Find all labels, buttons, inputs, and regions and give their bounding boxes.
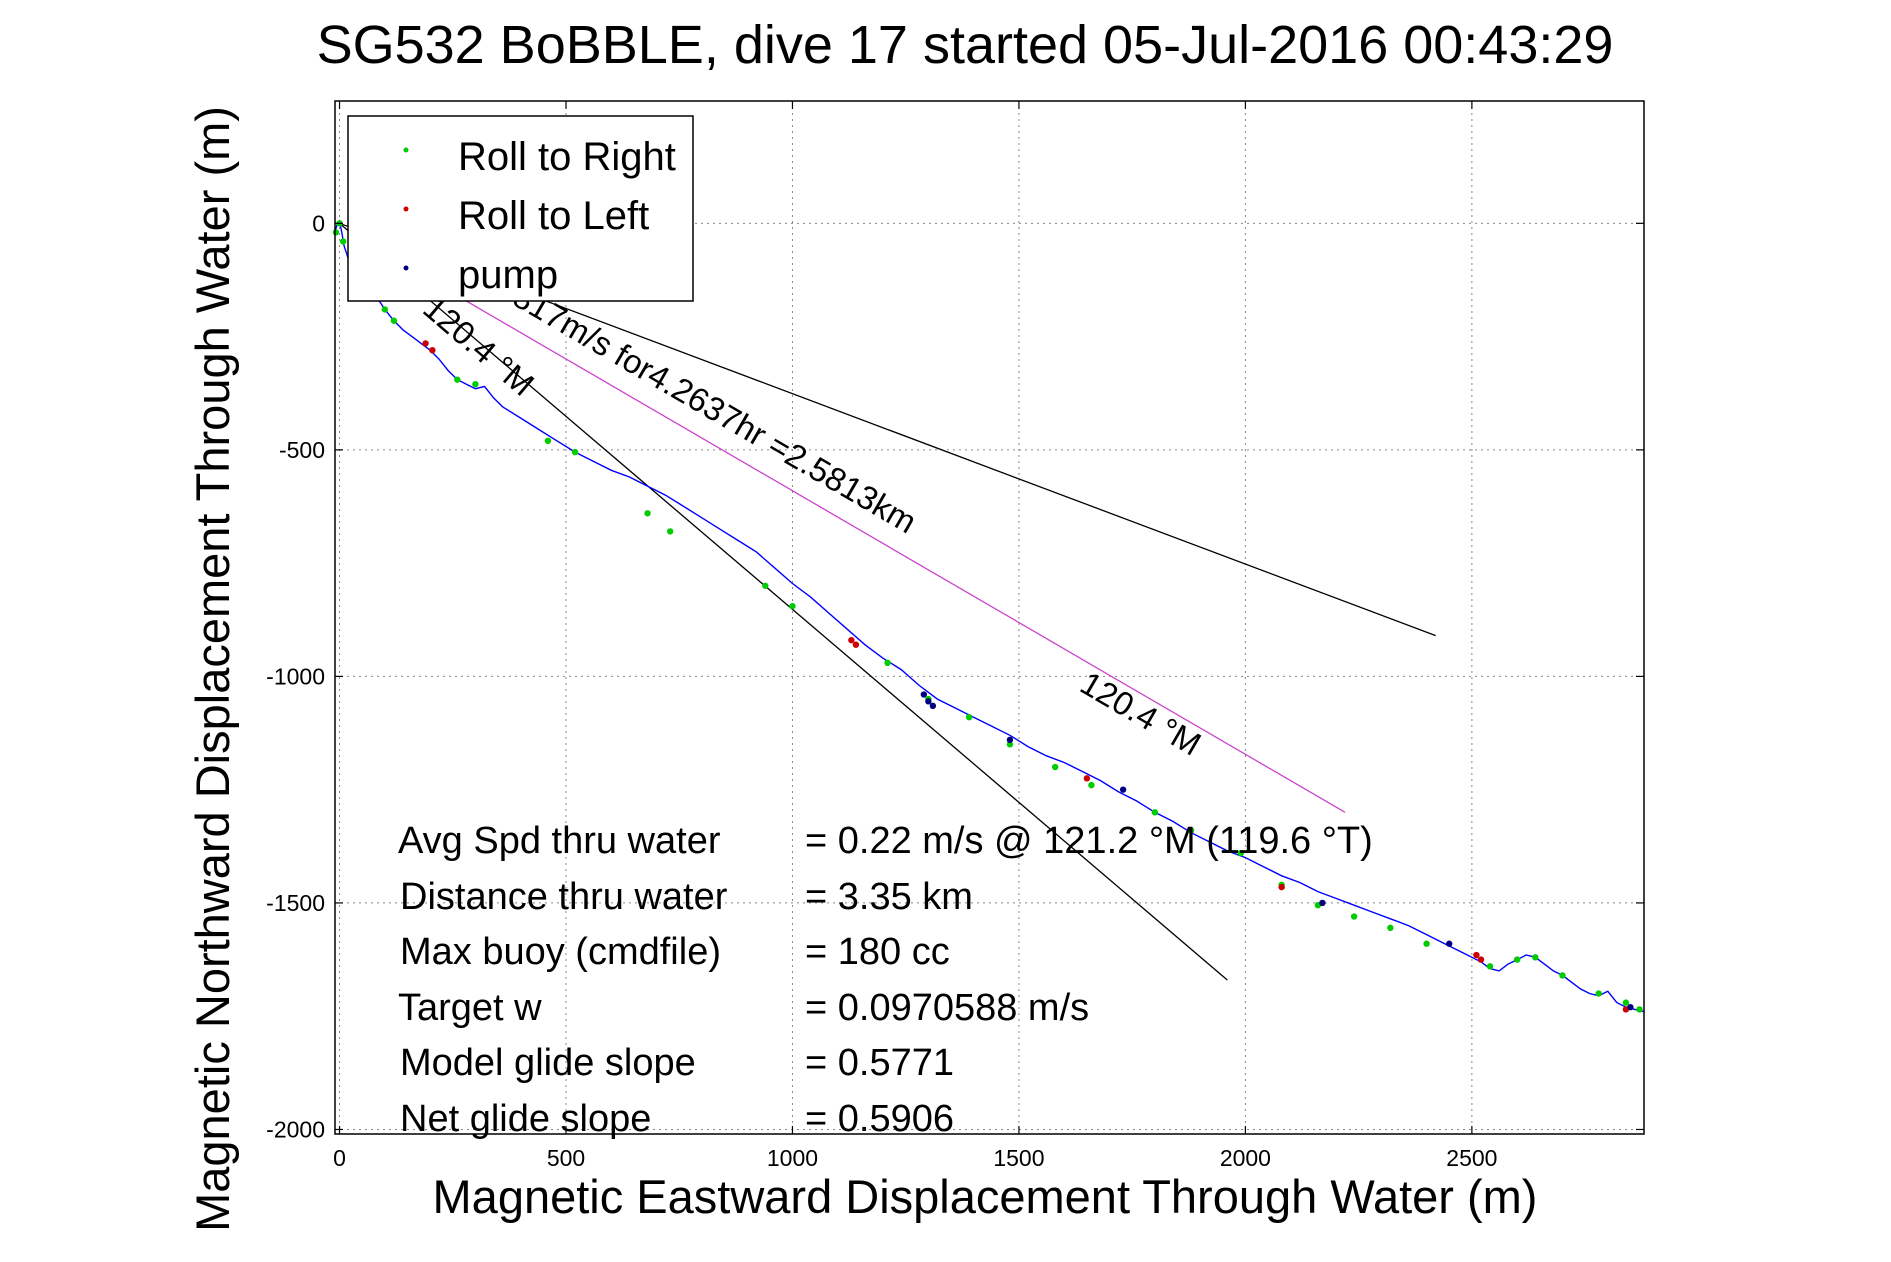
chart-title: SG532 BoBBLE, dive 17 started 05-Jul-201… (317, 15, 1614, 75)
stat-value-avg-speed: = 0.22 m/s @ 121.2 °M (119.6 °T) (805, 820, 1373, 862)
dive-stats: Avg Spd thru water = 0.22 m/s @ 121.2 °M… (398, 820, 1373, 1140)
pump-point (1627, 1003, 1634, 1011)
x-tick-label: 1500 (993, 1145, 1044, 1171)
y-tick-label: 0 (312, 210, 325, 236)
x-tick-label: 2500 (1446, 1145, 1497, 1171)
roll-right-point (1006, 741, 1014, 748)
pump-point (925, 698, 932, 705)
legend-marker-roll-left (403, 206, 409, 212)
legend-marker-roll-right (403, 147, 409, 153)
roll-right-point (381, 306, 389, 313)
stat-value-distance: = 3.35 km (805, 876, 973, 918)
roll-right-point (1595, 990, 1602, 997)
pump-point (1446, 940, 1453, 947)
roll-right-point (1387, 924, 1394, 932)
roll-right-point (1237, 849, 1245, 857)
roll-left-point (1278, 883, 1285, 891)
roll-right-point (332, 229, 340, 236)
legend-label-roll-right: Roll to Right (458, 135, 676, 179)
x-tick-label: 2000 (1220, 1145, 1271, 1171)
y-tick-label: -1500 (266, 890, 325, 916)
legend: Roll to Right Roll to Left pump (347, 115, 694, 302)
roll-right-point (1051, 763, 1059, 771)
roll-right-point (1513, 956, 1521, 963)
roll-right-point (1486, 963, 1494, 970)
stat-label-target-w: Target w (398, 987, 542, 1029)
roll-right-point (884, 659, 891, 667)
reference-lines (339, 222, 1436, 981)
annotations: 0.16817m/s for4.2637hr =2.5813km 120.4 °… (417, 245, 1208, 763)
stat-label-max-buoy: Max buoy (cmdfile) (400, 931, 721, 973)
roll-right-point (390, 317, 398, 324)
roll-right-point (472, 380, 479, 388)
stat-value-target-w: = 0.0970588 m/s (805, 987, 1089, 1029)
grid (335, 101, 1644, 1134)
roll-left-point (1083, 775, 1091, 782)
track-layer (334, 219, 1645, 1013)
pump-point (929, 702, 937, 710)
x-axis-label: Magnetic Eastward Displacement Through W… (433, 1170, 1538, 1223)
roll-right-point (1622, 999, 1630, 1006)
heading-annotation-far: 120.4 °M (1074, 664, 1207, 763)
roll-right-point (1532, 954, 1539, 961)
roll-right-point (965, 713, 973, 721)
x-tick-label: 1000 (767, 1145, 818, 1171)
roll-left-point (1473, 951, 1480, 959)
stat-label-model-glide: Model glide slope (400, 1042, 696, 1084)
roll-right-point (789, 602, 796, 610)
roll-right-point (454, 376, 461, 383)
y-tick-label: -2000 (266, 1116, 325, 1142)
roll-right-point (1559, 972, 1566, 979)
y-tick-label: -1000 (266, 663, 325, 689)
stat-value-max-buoy: = 180 cc (805, 931, 950, 973)
stat-value-net-glide: = 0.5906 (805, 1098, 954, 1140)
points-layer (332, 220, 1643, 1013)
roll-left-point (852, 641, 860, 648)
tick-labels: 0 500 1000 1500 2000 2500 0 -500 -1000 -1500 -2000 (266, 101, 1644, 1171)
legend-marker-pump (403, 265, 409, 271)
roll-right-point (762, 582, 769, 589)
glider-track-line (334, 219, 1645, 1013)
roll-left-point (422, 340, 429, 347)
x-tick-label: 0 (333, 1145, 346, 1171)
x-tick-label: 500 (547, 1145, 585, 1171)
roll-right-point (1636, 1006, 1643, 1013)
stat-label-net-glide: Net glide slope (400, 1098, 651, 1140)
roll-right-point (1350, 913, 1358, 920)
heading-line-steep (339, 222, 1228, 981)
legend-label-roll-left: Roll to Left (458, 194, 649, 238)
roll-right-point (1088, 781, 1095, 789)
roll-right-point (339, 238, 347, 245)
roll-right-point (1151, 809, 1159, 816)
roll-right-point (1423, 940, 1430, 947)
roll-right-point (666, 528, 674, 535)
roll-right-point (571, 448, 579, 456)
roll-right-point (1187, 827, 1195, 834)
stat-value-model-glide: = 0.5771 (805, 1042, 954, 1084)
pump-point (1006, 736, 1014, 744)
legend-label-pump: pump (458, 253, 558, 297)
axes-frame (334, 100, 1645, 1135)
stat-label-avg-speed: Avg Spd thru water (398, 820, 721, 862)
pump-point (920, 691, 928, 698)
roll-left-point (848, 636, 855, 644)
pump-point (1119, 786, 1127, 793)
y-tick-label: -500 (279, 437, 325, 463)
roll-right-point (644, 510, 651, 517)
pump-point (1319, 899, 1326, 907)
roll-left-point (429, 346, 436, 354)
current-line (402, 263, 1346, 813)
roll-right-point (544, 437, 552, 445)
stat-label-distance: Distance thru water (400, 876, 728, 918)
roll-left-point (1477, 956, 1485, 963)
y-axis-label: Magnetic Northward Displacement Through … (186, 106, 239, 1232)
